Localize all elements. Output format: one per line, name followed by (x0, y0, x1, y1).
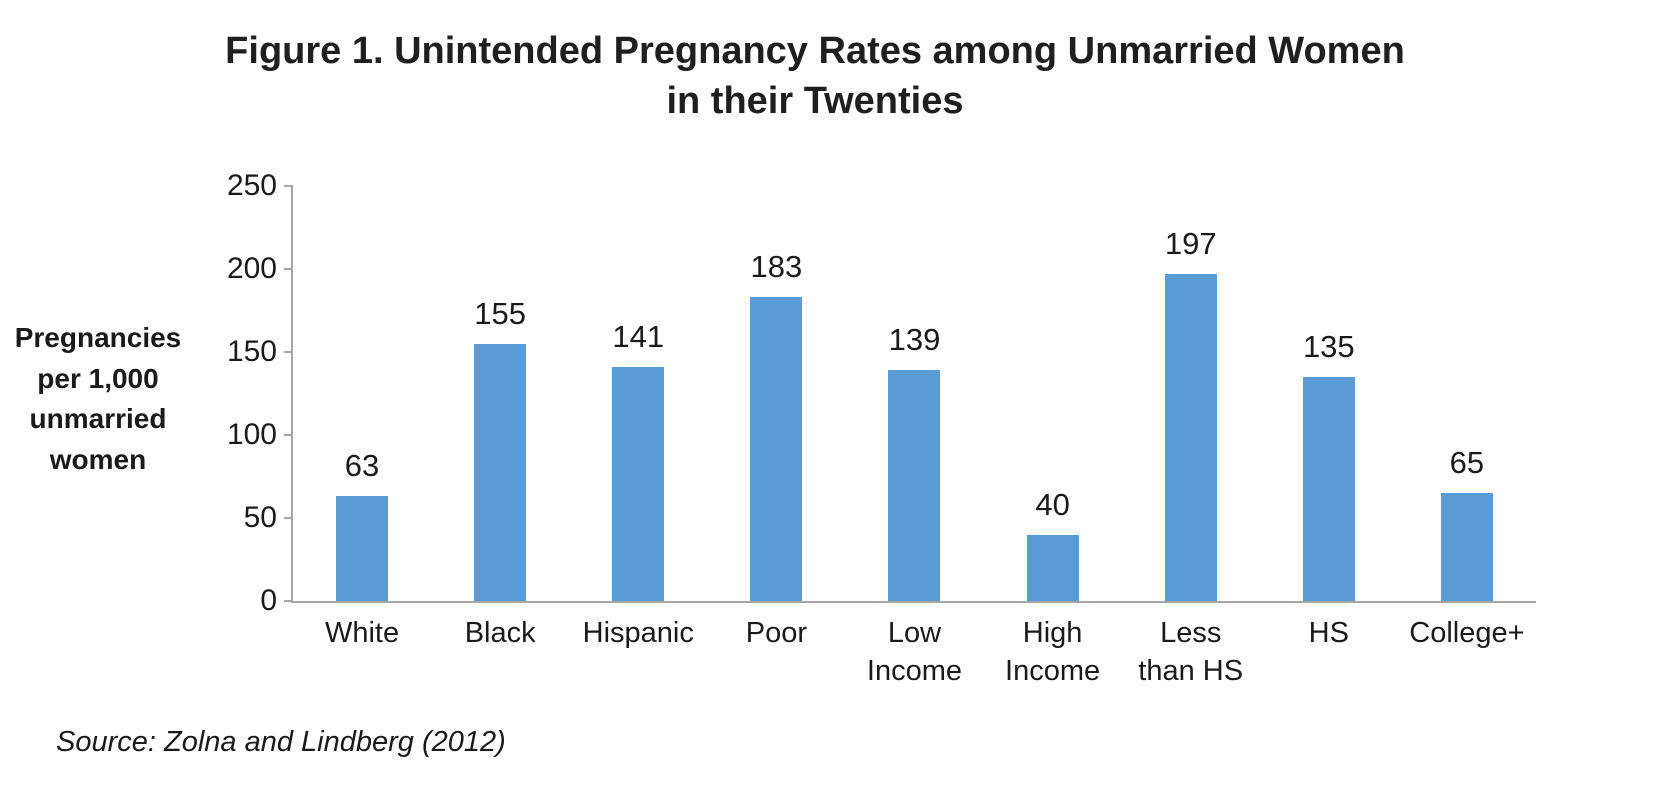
bar-less-than-hs (1164, 273, 1217, 601)
bar-poor (750, 297, 803, 601)
y-tick-mark (284, 351, 293, 353)
bar-low-income (888, 370, 941, 601)
chart-title-line-2: in their Twenties (666, 80, 964, 123)
y-tick-mark (284, 268, 293, 270)
bar-group-income: 183 Poor 139 Low Income 40 High Income (707, 186, 1121, 687)
bar-slot-low-income: 139 Low Income (867, 186, 962, 686)
category-label-less-than-hs: Less than HS (1138, 617, 1244, 687)
y-tick-mark (284, 434, 293, 436)
bar-white (336, 496, 389, 601)
y-tick-label: 250 (226, 169, 277, 202)
bar-value-hs: 135 (1302, 328, 1355, 364)
bar-black (474, 343, 527, 601)
category-label-white: White (324, 617, 400, 649)
bar-value-hispanic: 141 (612, 318, 665, 354)
y-axis-label: Pregnancies per 1,000 unmarried women (8, 318, 188, 480)
y-tick-mark (284, 600, 293, 602)
bar-college (1440, 493, 1493, 601)
chart-title-line-1: Figure 1. Unintended Pregnancy Rates amo… (225, 30, 1405, 72)
bar-group-race-ethnicity: 63 White 155 Black 141 Hispanic (293, 186, 707, 649)
bar-value-poor: 183 (750, 249, 803, 285)
bar-slot-black: 155 Black (465, 186, 536, 649)
bar-slot-hs: 135 HS (1302, 186, 1355, 649)
y-tick-mark (284, 185, 293, 187)
bar-group-education: 197 Less than HS 135 HS 65 College+ (1122, 186, 1536, 687)
bar-slot-white: 63 White (325, 186, 399, 649)
source-note: Source: Zolna and Lindberg (2012) (56, 726, 506, 758)
bar-value-low-income: 139 (888, 322, 941, 358)
category-label-high-income: High Income (1005, 617, 1101, 687)
bars-container: 63 White 155 Black 141 Hispanic 183 Poor 139 Low … (293, 186, 1536, 687)
bar-value-less-than-hs: 197 (1164, 225, 1217, 261)
bar-value-black: 155 (474, 295, 527, 331)
bar-value-high-income: 40 (1035, 486, 1070, 522)
y-tick-label: 100 (226, 418, 277, 451)
category-label-poor: Poor (745, 617, 807, 649)
category-label-low-income: Low Income (866, 617, 963, 687)
category-label-hs: HS (1308, 617, 1349, 649)
y-axis-label-line: women (49, 443, 147, 475)
bar-hs (1302, 376, 1355, 601)
y-tick-label: 0 (260, 584, 277, 617)
bar-hispanic (612, 366, 665, 601)
y-tick-label: 150 (226, 335, 277, 368)
bar-slot-poor: 183 Poor (746, 186, 807, 649)
y-axis-label-line: Pregnancies (14, 322, 182, 353)
bar-value-college: 65 (1449, 445, 1485, 481)
y-tick-mark (284, 517, 293, 519)
bar-slot-hispanic: 141 Hispanic (583, 186, 694, 649)
category-label-hispanic: Hispanic (582, 617, 694, 649)
bar-slot-less-than-hs: 197 Less than HS (1138, 186, 1243, 687)
bar-slot-college: 65 College+ (1409, 186, 1524, 649)
y-tick-label: 50 (243, 501, 277, 534)
plot-area: 63 White 155 Black 141 Hispanic 183 Poor 139 Low … (227, 169, 1536, 687)
bar-high-income (1026, 534, 1079, 601)
category-label-black: Black (464, 617, 536, 649)
bar-slot-high-income: 40 High Income (1005, 186, 1100, 687)
category-label-college: College+ (1409, 617, 1525, 649)
y-tick-label: 200 (226, 252, 277, 285)
y-axis-label-line: per 1,000 (37, 362, 159, 394)
chart-title: Figure 1. Unintended Pregnancy Rates amo… (0, 26, 1630, 126)
bar-value-white: 63 (344, 448, 380, 484)
y-axis-label-line: unmarried (29, 403, 167, 435)
